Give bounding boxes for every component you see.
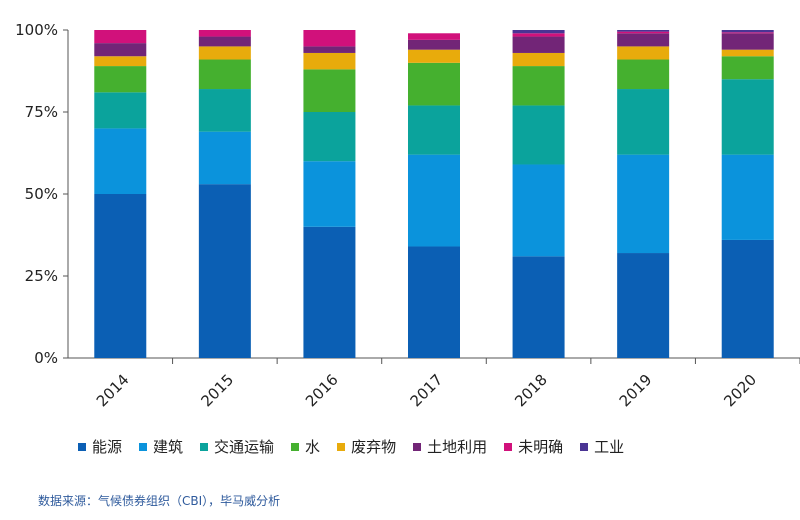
legend-item: 交通运输: [200, 436, 274, 457]
legend-item: 工业: [580, 436, 624, 457]
y-tick-label: 75%: [25, 103, 58, 121]
bar-segment: [198, 46, 251, 60]
legend-label: 能源: [92, 438, 123, 456]
x-tick-label: 2015: [197, 371, 237, 411]
x-tick-label: 2019: [616, 371, 656, 411]
bar-segment: [512, 30, 565, 34]
legend-label: 废弃物: [351, 438, 397, 456]
bar-segment: [94, 66, 147, 93]
chart-legend: 能源 建筑 交通运输 水 废弃物 土地利用 未明确 工业: [78, 436, 641, 457]
legend-item: 建筑: [139, 436, 183, 457]
x-tick-label: 2017: [407, 371, 447, 411]
source-note: 数据来源：气候债券组织（CBI），毕马威分析: [38, 494, 281, 508]
bar-segment: [94, 92, 147, 129]
bar-segment: [721, 154, 774, 240]
bar-segment: [198, 59, 251, 90]
bar-segment: [721, 30, 774, 33]
bar-segment: [721, 79, 774, 155]
bar-segment: [721, 33, 774, 50]
x-tick-label: 2020: [720, 371, 760, 411]
bar-segment: [512, 256, 565, 358]
bar-segment: [94, 128, 147, 194]
legend-item: 能源: [78, 436, 122, 457]
bar-segment: [408, 105, 460, 155]
bar-segment: [408, 154, 460, 247]
bar-segment: [303, 161, 356, 227]
legend-item: 废弃物: [337, 436, 396, 457]
legend-item: 土地利用: [413, 436, 487, 457]
legend-item: 未明确: [504, 436, 563, 457]
legend-swatch: [337, 442, 346, 451]
legend-label: 土地利用: [427, 438, 488, 456]
bar-segment: [512, 164, 565, 257]
bar-segment: [303, 226, 356, 358]
legend-swatch: [413, 442, 422, 451]
legend-label: 未明确: [518, 438, 564, 456]
bar-segment: [512, 36, 565, 53]
y-tick-label: 100%: [15, 21, 58, 39]
bar-segment: [303, 112, 356, 162]
bar-segment: [303, 30, 356, 47]
legend-label: 交通运输: [214, 438, 275, 456]
bar-segment: [303, 52, 356, 70]
x-tick-label: 2014: [93, 371, 133, 411]
bar-segment: [408, 246, 460, 358]
bar-segment: [512, 105, 565, 165]
y-tick-label: 25%: [25, 267, 58, 285]
x-tick-label: 2016: [302, 371, 342, 411]
legend-label: 建筑: [153, 438, 184, 456]
bar-segment: [198, 184, 251, 358]
legend-swatch: [139, 442, 148, 451]
bar-segment: [512, 52, 565, 67]
bar-segment: [94, 43, 147, 57]
bar-segment: [617, 31, 670, 34]
bar-segment: [617, 30, 670, 32]
bar-segment: [512, 33, 565, 37]
bar-segment: [512, 66, 565, 106]
bar-segment: [303, 46, 356, 53]
bar-segment: [617, 59, 670, 90]
bar-segment: [617, 46, 670, 60]
bar-segment: [408, 49, 460, 63]
bar-segment: [721, 56, 774, 80]
bar-segment: [94, 30, 147, 44]
bar-segment: [617, 253, 670, 358]
bar-segment: [617, 33, 670, 47]
y-tick-label: 50%: [25, 185, 58, 203]
y-tick-label: 0%: [34, 349, 58, 367]
bar-segment: [721, 49, 774, 57]
legend-label: 工业: [594, 438, 625, 456]
bar-segment: [408, 39, 460, 50]
bar-segment: [617, 89, 670, 155]
bar-segment: [721, 239, 774, 358]
legend-swatch: [200, 442, 209, 451]
legend-label: 水: [305, 438, 321, 456]
bar-segment: [198, 30, 251, 37]
bar-segment: [94, 56, 147, 67]
bar-segment: [198, 89, 251, 132]
bar-segment: [198, 36, 251, 47]
bar-segment: [408, 33, 460, 40]
x-tick-label: 2018: [511, 371, 551, 411]
bar-segment: [408, 62, 460, 106]
bar-segment: [198, 131, 251, 185]
legend-swatch: [504, 442, 513, 451]
legend-swatch: [580, 442, 589, 451]
legend-item: 水: [291, 436, 320, 457]
bar-segment: [303, 69, 356, 112]
legend-swatch: [78, 442, 86, 451]
legend-swatch: [291, 442, 300, 451]
bar-segment: [721, 32, 774, 34]
bar-segment: [94, 194, 147, 358]
bar-segment: [617, 154, 670, 254]
